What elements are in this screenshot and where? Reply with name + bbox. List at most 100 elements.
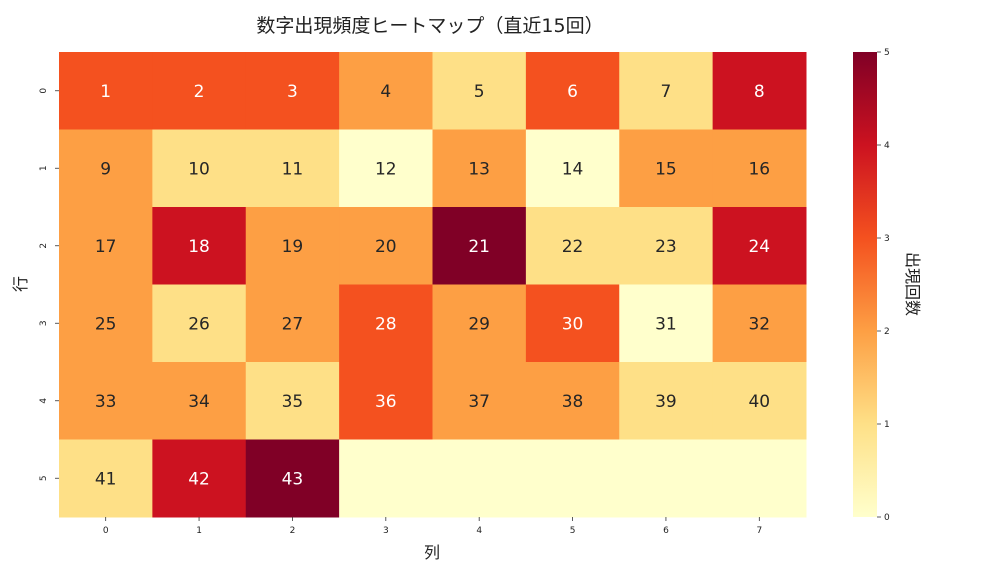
cell-label: 40 — [748, 392, 770, 412]
cell-label: 5 — [474, 82, 485, 102]
heatmap-cell — [432, 284, 527, 363]
heatmap-cell — [619, 52, 714, 130]
heatmap-cell — [245, 284, 340, 363]
cell-label: 6 — [567, 82, 578, 102]
heatmap-cell — [245, 129, 340, 208]
cell-label: 22 — [562, 237, 584, 257]
heatmap-cell — [245, 439, 340, 518]
cell-label: 35 — [282, 392, 304, 412]
heatmap-cell — [712, 284, 807, 363]
x-tick-label: 0 — [103, 526, 109, 536]
heatmap-cell — [525, 207, 620, 285]
cell-label: 23 — [655, 237, 677, 257]
heatmap-cell — [339, 52, 433, 130]
heatmap-cell — [152, 52, 247, 130]
x-tick-label: 6 — [663, 526, 669, 536]
heatmap-cell — [152, 284, 247, 363]
cell-label: 19 — [282, 237, 304, 257]
cell-label: 15 — [655, 159, 677, 179]
heatmap-cell — [525, 52, 620, 130]
cell-label: 2 — [194, 82, 205, 102]
heatmap-cell — [432, 129, 527, 208]
cell-label: 18 — [188, 237, 210, 257]
heatmap-cell — [152, 439, 247, 518]
y-tick-label: 4 — [39, 398, 49, 404]
cell-label: 33 — [95, 392, 117, 412]
cell-label: 9 — [100, 159, 111, 179]
cell-label: 32 — [748, 314, 770, 334]
x-tick-label: 4 — [476, 526, 482, 536]
heatmap-cell — [59, 362, 153, 440]
heatmap-cell — [432, 439, 527, 518]
x-tick-label: 3 — [383, 526, 389, 536]
heatmap-cell — [525, 129, 620, 208]
heatmap-cell — [432, 52, 527, 130]
y-axis-ticks: 0 1 2 3 4 5 — [39, 88, 59, 481]
cell-label: 12 — [375, 159, 397, 179]
colorbar-tick-label: 4 — [884, 141, 890, 151]
x-tick-label: 5 — [570, 526, 576, 536]
cell-label: 43 — [282, 469, 304, 489]
y-tick-label: 0 — [39, 88, 49, 94]
cell-label: 21 — [468, 237, 490, 257]
heatmap-cell — [245, 52, 340, 130]
y-axis-label: 行 — [11, 276, 30, 292]
heatmap-cell — [619, 439, 714, 518]
cell-label: 13 — [468, 159, 490, 179]
cell-label: 37 — [468, 392, 490, 412]
heatmap-cell — [712, 129, 807, 208]
cell-label: 38 — [562, 392, 584, 412]
heatmap-cell — [152, 207, 247, 285]
cell-label: 39 — [655, 392, 677, 412]
y-tick-label: 1 — [39, 165, 49, 171]
colorbar-label: 出現回数 — [903, 252, 922, 316]
cell-label: 31 — [655, 314, 677, 334]
cell-label: 14 — [562, 159, 584, 179]
heatmap-cell — [152, 362, 247, 440]
chart-title: 数字出現頻度ヒートマップ（直近15回） — [256, 15, 603, 37]
x-axis-label: 列 — [424, 543, 440, 562]
cell-label: 28 — [375, 314, 397, 334]
heatmap-cell — [619, 129, 714, 208]
heatmap-cell — [339, 207, 433, 285]
cell-label: 24 — [748, 237, 770, 257]
heatmap-cell — [339, 284, 433, 363]
heatmap-cell — [525, 284, 620, 363]
heatmap-cell — [59, 129, 153, 208]
cell-label: 25 — [95, 314, 117, 334]
cell-label: 34 — [188, 392, 210, 412]
heatmap-cell — [245, 362, 340, 440]
heatmap-cell — [59, 207, 153, 285]
colorbar-tick-label: 1 — [884, 420, 890, 430]
colorbar-tick-label: 0 — [884, 513, 890, 523]
cell-label: 41 — [95, 469, 117, 489]
heatmap-cell — [59, 284, 153, 363]
x-axis-ticks: 0 1 2 3 4 5 6 7 — [103, 517, 762, 536]
y-tick-label: 2 — [39, 243, 49, 249]
heatmap-cell — [525, 362, 620, 440]
heatmap-cell — [432, 362, 527, 440]
heatmap-cell — [619, 284, 714, 363]
heatmap-cell — [339, 362, 433, 440]
heatmap-cell — [525, 439, 620, 518]
heatmap-cell — [712, 362, 807, 440]
cell-label: 20 — [375, 237, 397, 257]
x-tick-label: 2 — [290, 526, 296, 536]
heatmap-cell — [59, 52, 153, 130]
colorbar-tick-label: 5 — [884, 48, 890, 58]
colorbar — [853, 52, 877, 517]
heatmap-cell — [712, 439, 807, 518]
heatmap-cell — [712, 207, 807, 285]
cell-label: 17 — [95, 237, 117, 257]
cell-label: 26 — [188, 314, 210, 334]
heatmap-cell — [432, 207, 527, 285]
colorbar-ticks: 0 1 2 3 4 5 — [877, 48, 890, 523]
cell-label: 11 — [282, 159, 304, 179]
heatmap-cell — [712, 52, 807, 130]
heatmap-cell — [339, 439, 433, 518]
cell-label: 29 — [468, 314, 490, 334]
cell-label: 3 — [287, 82, 298, 102]
colorbar-tick-label: 2 — [884, 327, 890, 337]
